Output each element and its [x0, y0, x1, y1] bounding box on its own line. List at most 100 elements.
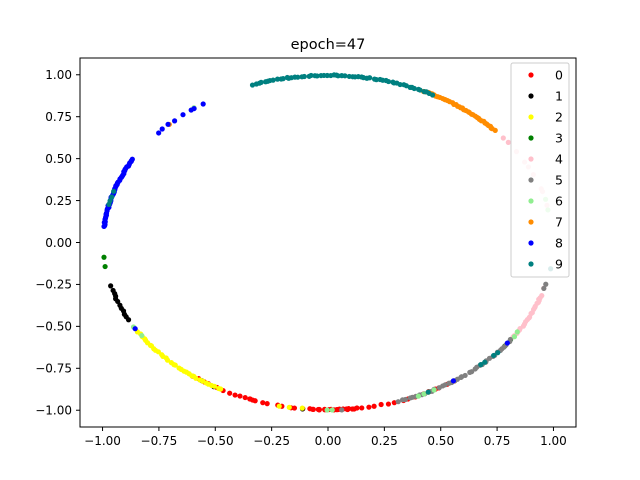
data-point: [505, 139, 511, 145]
data-point: [402, 396, 409, 403]
data-point: [125, 317, 132, 323]
data-point: [263, 79, 269, 85]
data-point: [421, 89, 427, 95]
data-point: [391, 400, 397, 406]
data-point: [111, 188, 117, 194]
series-9-points: [106, 72, 554, 395]
data-point: [390, 79, 396, 85]
data-point: [102, 263, 108, 270]
data-point: [366, 404, 372, 410]
y-tick-label: −0.25: [35, 278, 72, 292]
legend-marker: [528, 114, 534, 120]
data-point: [310, 406, 316, 412]
data-point: [200, 101, 206, 107]
x-tick-label: −0.75: [141, 434, 178, 448]
data-point: [299, 74, 305, 80]
data-point: [139, 332, 145, 339]
series-0-points: [189, 373, 457, 413]
data-point: [349, 406, 355, 412]
legend-marker: [528, 135, 534, 141]
data-point: [504, 340, 510, 346]
data-point: [339, 407, 345, 413]
data-point: [385, 401, 392, 407]
data-point: [108, 283, 114, 289]
data-point: [106, 201, 112, 207]
data-point: [274, 76, 281, 82]
series-4-points: [286, 75, 550, 340]
data-point: [495, 350, 501, 356]
data-point: [156, 130, 162, 136]
data-point: [101, 223, 107, 230]
data-point: [478, 362, 484, 368]
data-point: [306, 73, 312, 79]
legend-marker: [528, 240, 534, 246]
data-point: [227, 390, 233, 396]
x-tick-label: −0.50: [197, 434, 234, 448]
data-point: [164, 357, 171, 363]
y-tick-label: 1.00: [45, 68, 72, 82]
data-point: [247, 396, 253, 402]
data-point: [421, 391, 427, 397]
legend-label: 7: [555, 215, 563, 230]
data-point: [232, 392, 238, 398]
data-point: [378, 401, 384, 408]
legend-label: 6: [555, 194, 563, 209]
data-point: [346, 73, 352, 80]
data-point: [354, 405, 360, 411]
legend: 0 1 2 3 4 5 6 7 8 9: [510, 62, 570, 278]
series-8-points: [101, 101, 510, 384]
data-point: [359, 405, 365, 411]
y-tick-label: 0.50: [45, 152, 72, 166]
data-point: [415, 393, 422, 399]
x-tick-label: −0.25: [253, 434, 290, 448]
data-point: [318, 72, 324, 79]
data-point: [193, 375, 199, 381]
data-point: [316, 406, 322, 413]
data-point: [101, 254, 107, 260]
data-point: [286, 404, 292, 410]
data-point: [541, 285, 547, 292]
data-point: [115, 298, 121, 305]
data-point: [371, 76, 378, 82]
data-point: [218, 386, 224, 392]
data-point: [329, 407, 335, 413]
x-tick-label: 1.00: [540, 434, 567, 448]
series-7-points: [166, 88, 498, 395]
legend-label: 2: [555, 110, 563, 125]
legend-marker: [528, 261, 534, 267]
legend-marker: [528, 93, 534, 99]
data-point: [431, 387, 437, 393]
data-point: [278, 76, 284, 82]
legend-label: 5: [555, 173, 563, 188]
data-point: [253, 81, 260, 87]
legend-label: 1: [555, 89, 563, 104]
y-tick-label: −0.75: [35, 362, 72, 376]
data-point: [543, 281, 549, 287]
data-point: [500, 135, 506, 141]
x-tick-label: 0.50: [427, 434, 454, 448]
data-point: [172, 118, 178, 124]
legend-label: 8: [555, 236, 563, 251]
data-point: [165, 121, 171, 127]
data-point: [469, 369, 475, 375]
data-point: [180, 112, 186, 118]
data-point: [312, 73, 318, 79]
data-point: [242, 394, 248, 401]
legend-marker: [528, 156, 534, 162]
series-1-points: [108, 283, 306, 412]
data-point: [291, 405, 298, 411]
y-tick-label: −0.50: [35, 320, 72, 334]
data-point: [188, 107, 194, 113]
x-tick-label: 0.00: [315, 434, 342, 448]
legend-label: 9: [555, 257, 563, 272]
data-point: [507, 336, 513, 343]
legend-marker: [528, 72, 534, 78]
data-point: [264, 401, 270, 407]
plot-frame: [79, 57, 577, 428]
legend-marker: [528, 198, 534, 204]
data-point: [415, 86, 422, 92]
data-point: [539, 293, 545, 299]
legend-box: [510, 62, 570, 278]
data-point: [284, 74, 290, 81]
